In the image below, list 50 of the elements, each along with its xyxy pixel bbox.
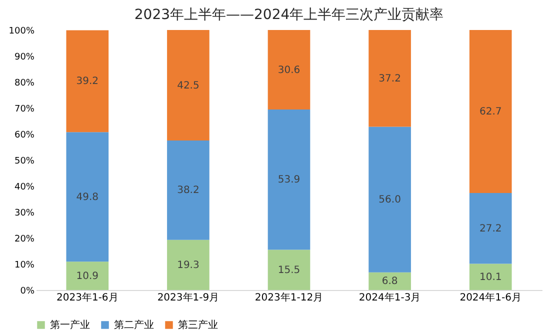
chart-title: 2023年上半年——2024年上半年三次产业贡献率 [134,7,444,23]
bar [469,193,512,264]
bar [167,140,210,240]
bar [66,262,109,290]
y-tick-label: 60% [14,130,35,140]
data-label: 19.3 [177,260,200,271]
legend-label: 第二产业 [114,319,154,331]
bar [469,264,512,290]
x-tick-label: 2023年1-9月 [157,292,220,304]
data-label: 30.6 [278,64,300,76]
bar [167,30,210,140]
y-tick-label: 10% [14,260,35,270]
legend-label: 第三产业 [178,319,218,331]
bar [268,110,310,250]
bar [268,30,310,110]
y-tick-label: 30% [14,208,35,218]
data-label: 39.2 [76,76,99,88]
y-tick-label: 20% [14,234,35,244]
x-tick-label: 2024年1-6月 [460,292,522,304]
y-tick-label: 40% [14,182,35,192]
y-tick-label: 70% [14,104,35,114]
data-label: 27.2 [479,223,502,234]
bar [368,126,411,272]
data-label: 10.1 [479,272,502,283]
data-label: 42.5 [177,80,200,92]
bar [368,272,411,290]
y-tick-label: 0% [20,286,35,296]
data-label: 56.0 [378,194,401,206]
y-tick-label: 100% [8,26,35,36]
y-tick-label: 90% [14,52,35,62]
bar [268,250,310,290]
data-label: 10.9 [76,270,99,282]
x-tick-label: 2023年1-12月 [254,292,324,304]
x-tick-label: 2023年1-6月 [56,292,118,304]
x-tick-label: 2024年1-3月 [358,292,421,304]
bar [469,30,512,194]
data-label: 49.8 [76,192,99,203]
bar [66,132,109,262]
bar [368,30,411,127]
data-label: 6.8 [382,276,398,288]
data-label: 62.7 [479,106,502,118]
data-label: 37.2 [378,73,401,84]
y-tick-label: 50% [14,156,35,166]
legend-label: 第一产业 [50,319,90,331]
bar [167,240,210,290]
data-label: 38.2 [177,185,200,196]
y-tick-label: 80% [14,78,35,88]
bar [66,30,109,132]
data-label: 15.5 [278,264,300,276]
data-label: 53.9 [278,174,300,186]
